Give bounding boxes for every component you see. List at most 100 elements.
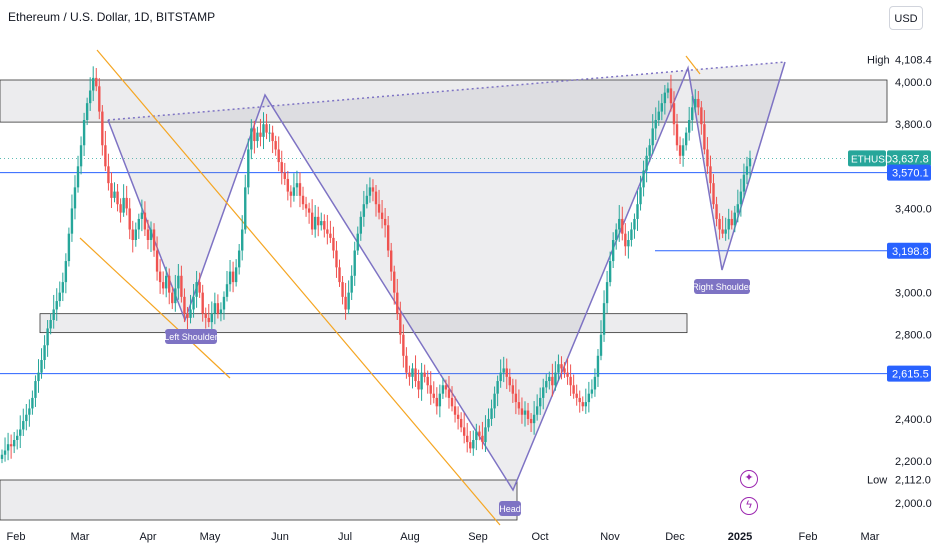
candle[interactable] <box>228 260 232 292</box>
candle[interactable] <box>618 205 621 242</box>
candle[interactable] <box>459 412 463 433</box>
candle[interactable] <box>484 415 487 452</box>
candle[interactable] <box>621 206 624 241</box>
candle[interactable] <box>560 356 563 380</box>
candle[interactable] <box>414 355 417 387</box>
candle[interactable] <box>736 189 740 223</box>
candle[interactable] <box>557 354 560 381</box>
candle[interactable] <box>268 124 271 142</box>
candle[interactable] <box>92 66 95 102</box>
candle[interactable] <box>247 138 250 195</box>
candle[interactable] <box>262 112 265 150</box>
candle[interactable] <box>55 288 58 321</box>
candle[interactable] <box>408 365 411 386</box>
candle[interactable] <box>602 290 606 342</box>
candle[interactable] <box>377 189 381 220</box>
candle[interactable] <box>6 432 10 461</box>
channel-lower-line[interactable] <box>79 237 231 379</box>
candle[interactable] <box>402 324 405 368</box>
candle[interactable] <box>292 173 296 202</box>
candle[interactable] <box>116 184 119 212</box>
candle[interactable] <box>43 335 46 369</box>
candle[interactable] <box>131 220 134 253</box>
candle[interactable] <box>380 200 384 229</box>
candle[interactable] <box>441 377 445 399</box>
candle[interactable] <box>344 282 347 320</box>
candle[interactable] <box>350 265 353 300</box>
candle[interactable] <box>79 136 83 175</box>
candle[interactable] <box>195 270 198 308</box>
candle[interactable] <box>237 244 241 275</box>
candle[interactable] <box>405 347 408 379</box>
candle[interactable] <box>481 421 484 450</box>
candle[interactable] <box>213 292 217 325</box>
candle[interactable] <box>34 375 37 407</box>
candle[interactable] <box>666 82 670 99</box>
candle[interactable] <box>256 126 259 148</box>
candle[interactable] <box>362 190 366 227</box>
candle[interactable] <box>234 259 238 287</box>
candle[interactable] <box>748 150 752 179</box>
candle[interactable] <box>192 284 195 318</box>
candle[interactable] <box>304 196 308 217</box>
candle[interactable] <box>399 301 402 344</box>
candle[interactable] <box>517 389 521 415</box>
candle[interactable] <box>210 301 214 330</box>
candle[interactable] <box>535 394 539 421</box>
candle[interactable] <box>697 90 700 116</box>
candle[interactable] <box>37 359 40 393</box>
candle[interactable] <box>742 163 746 199</box>
candle[interactable] <box>73 175 77 220</box>
candle[interactable] <box>700 101 703 135</box>
candle[interactable] <box>119 198 122 223</box>
candle[interactable] <box>259 118 262 147</box>
candle[interactable] <box>122 184 125 217</box>
candle[interactable] <box>739 178 743 217</box>
candle[interactable] <box>593 368 597 397</box>
candle[interactable] <box>669 74 673 112</box>
candle[interactable] <box>672 91 676 136</box>
candle[interactable] <box>323 214 326 238</box>
candle[interactable] <box>16 429 19 450</box>
pattern-outline[interactable] <box>107 61 786 492</box>
candle[interactable] <box>88 77 92 111</box>
candle[interactable] <box>265 113 268 140</box>
candle[interactable] <box>709 155 712 194</box>
candle[interactable] <box>168 268 171 305</box>
candle[interactable] <box>532 401 536 435</box>
candle[interactable] <box>663 85 667 115</box>
candle[interactable] <box>225 270 229 302</box>
candle[interactable] <box>386 216 390 258</box>
candle[interactable] <box>627 231 630 259</box>
candle[interactable] <box>189 294 192 324</box>
candle[interactable] <box>426 370 429 394</box>
candle[interactable] <box>177 264 180 300</box>
candle[interactable] <box>654 107 657 140</box>
candle[interactable] <box>76 155 80 193</box>
candle[interactable] <box>383 208 387 238</box>
candle[interactable] <box>630 222 633 247</box>
candle[interactable] <box>164 266 168 298</box>
candle[interactable] <box>98 78 101 120</box>
candle[interactable] <box>146 219 150 250</box>
candle[interactable] <box>271 125 274 154</box>
candle[interactable] <box>374 185 378 217</box>
candle[interactable] <box>639 175 642 211</box>
annotation-badge[interactable] <box>694 279 750 294</box>
candle[interactable] <box>317 206 320 237</box>
candle[interactable] <box>514 379 518 415</box>
candle[interactable] <box>496 375 499 407</box>
candle[interactable] <box>633 213 636 239</box>
candle[interactable] <box>590 379 594 399</box>
candle[interactable] <box>231 261 235 293</box>
candle[interactable] <box>636 190 639 231</box>
candle[interactable] <box>417 369 420 399</box>
lightning-icon[interactable]: ϟ <box>740 497 758 515</box>
candle[interactable] <box>219 302 223 322</box>
candle[interactable] <box>140 199 144 232</box>
candle[interactable] <box>283 162 286 186</box>
channel-upper-line[interactable] <box>96 49 501 526</box>
candle[interactable] <box>569 364 572 396</box>
candle[interactable] <box>490 399 493 426</box>
